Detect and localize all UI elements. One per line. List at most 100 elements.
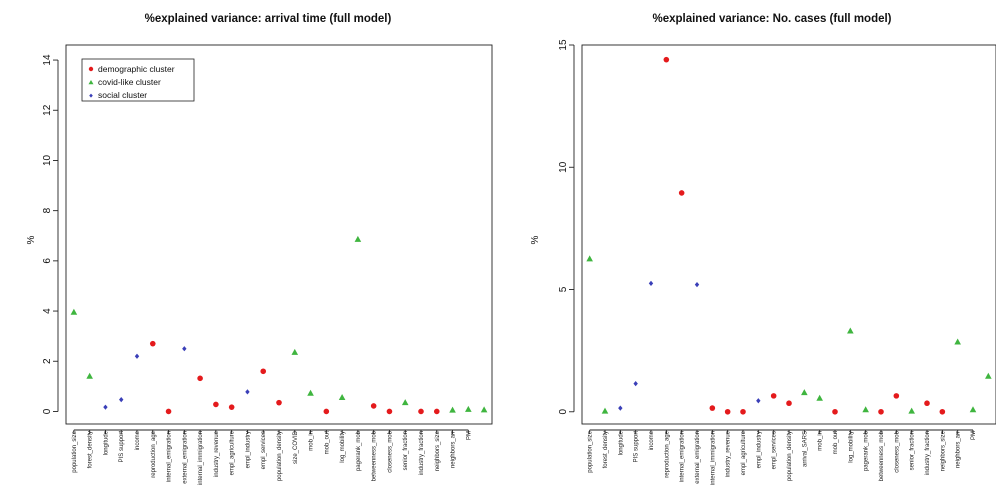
data-point [402,399,409,405]
y-tick-label: 0 [42,408,53,414]
x-tick-label: forest_density [88,431,94,468]
y-tick-label: 15 [558,39,569,51]
x-tick-label: closeness_mob [894,430,900,472]
y-tick-label: 2 [42,358,53,364]
data-point [771,393,777,399]
x-tick-label: neighbors_arr [956,431,962,468]
data-point [985,373,992,379]
x-tick-label: income [649,430,655,450]
y-tick-label: 8 [42,207,53,213]
y-tick-label: 4 [42,308,53,314]
x-tick-label: reproduction_age [151,430,157,477]
data-point [182,346,186,351]
x-tick-label: neighbors_size [940,430,946,471]
x-tick-label: longitude [103,430,109,455]
x-tick-label: senior_fraction [910,431,916,470]
panel-title: %explained variance: arrival time (full … [145,13,392,25]
x-tick-label: senior_fraction [403,431,409,470]
data-point [119,397,123,402]
data-point [862,406,869,412]
data-point [970,406,977,412]
y-ticks: 051015 [558,39,574,415]
x-tick-label: PIS support [634,431,640,463]
plot-frame [66,45,492,424]
x-tick-label: betweenness_mob [372,430,378,481]
data-point [449,407,456,413]
data-point [679,190,685,196]
axes [66,45,492,424]
y-axis-label: % [26,235,37,244]
x-ticks: population_size forest_density longitude PI… [72,430,472,485]
y-tick-label: 14 [42,54,53,66]
y-tick-label: 10 [42,154,53,166]
data-point [832,409,838,415]
data-point [418,409,424,415]
data-point [695,282,699,287]
data-point [291,349,298,355]
data-point [954,338,961,344]
data-points [586,57,991,415]
data-point [740,409,746,415]
data-point [786,400,792,406]
legend: demographic cluster covid-like cluster s… [82,59,194,101]
x-tick-label: population_size [72,430,78,472]
x-tick-label: forest_density [603,431,609,468]
data-point [371,403,377,409]
x-tick-label: betweenness_mob [879,430,885,481]
data-point [135,354,139,359]
x-tick-label: industry_fraction [419,431,425,475]
x-tick-label: empl_industry [245,431,251,468]
x-tick-label: external_emigration [695,431,701,484]
data-point [276,400,282,406]
data-points [71,236,488,414]
x-tick-label: longitude [618,430,624,455]
x-tick-label: population_density [277,431,283,481]
x-tick-label: mob_out [324,431,330,455]
data-point [649,281,653,286]
x-tick-label: internal_emigration [680,431,686,482]
data-point [339,394,346,400]
x-tick-label: income [135,430,141,450]
x-tick-label: population_density [787,431,793,481]
x-tick-label: internal_immigration [710,431,716,485]
data-point [324,409,330,415]
data-point [816,395,823,401]
y-tick-label: 5 [558,286,569,292]
data-point [710,405,716,411]
x-tick-label: external_emigration [182,431,188,484]
x-tick-label: pagerank_mob [864,430,870,471]
data-point [245,389,249,394]
x-tick-label: empl_services [261,431,267,469]
data-point [229,404,235,410]
x-tick-label: PM [971,431,977,440]
x-tick-label: closeness_mob [387,430,393,472]
legend-label-covid: covid-like cluster [98,77,161,87]
x-tick-label: empl_agriculture [230,430,236,475]
x-tick-label: mob_out [833,431,839,455]
x-tick-label: log_mobility [340,431,346,463]
axes [582,45,996,424]
data-point [725,409,731,415]
data-point [602,408,609,414]
data-point [481,406,488,412]
plot-frame [582,45,996,424]
x-tick-label: log_mobility [848,431,854,463]
x-tick-label: reproduction_age [664,430,670,477]
data-point [940,409,946,415]
data-point [465,406,472,412]
data-point [894,393,900,399]
x-tick-label: PIS support [119,431,125,463]
data-point [103,405,107,410]
data-point [924,400,930,406]
x-tick-label: mob_in [818,431,824,451]
y-tick-label: 0 [558,409,569,415]
legend-label-demographic: demographic cluster [98,64,175,74]
data-point [756,398,760,403]
x-tick-label: size_COVID [293,430,299,464]
x-tick-label: neighbors_size [435,430,441,471]
y-axis-label: % [530,235,541,244]
x-tick-label: empl_agriculture [741,430,747,475]
x-tick-label: industry_revenue [214,430,220,477]
data-point [878,409,884,415]
